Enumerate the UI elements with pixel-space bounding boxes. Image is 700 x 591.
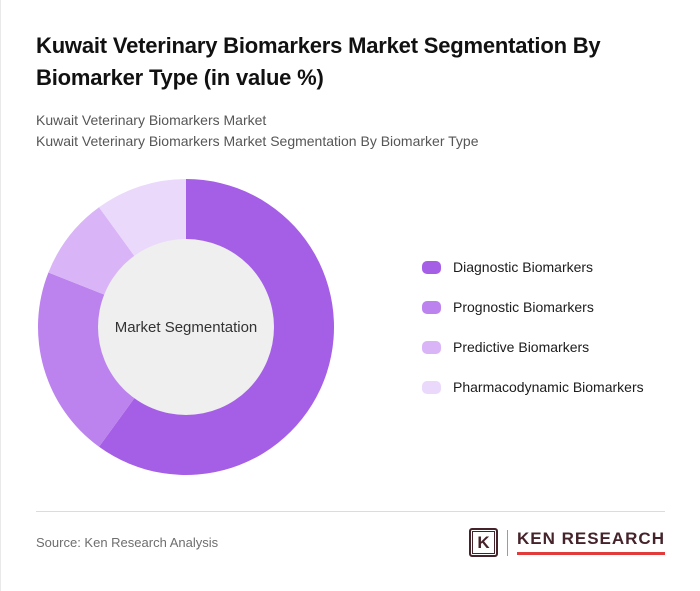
legend-label: Pharmacodynamic Biomarkers [453, 379, 644, 396]
logo-divider [506, 529, 508, 556]
legend-label: Prognostic Biomarkers [453, 299, 594, 316]
chart-area: Market Segmentation Diagnostic Biomarker… [36, 177, 665, 477]
legend-swatch-icon [422, 260, 441, 274]
logo-k-icon: K [468, 528, 498, 558]
legend-swatch-icon [422, 380, 441, 394]
legend-item-0: Diagnostic Biomarkers [422, 259, 644, 275]
footer: Source: Ken Research Analysis K KEN RESE… [36, 511, 665, 558]
legend-swatch-icon [422, 300, 441, 314]
subtitle-block: Kuwait Veterinary Biomarkers Market Kuwa… [36, 110, 665, 153]
donut-inner-circle [98, 239, 274, 416]
page-title: Kuwait Veterinary Biomarkers Market Segm… [36, 33, 601, 90]
donut-svg [38, 179, 335, 476]
legend-item-3: Pharmacodynamic Biomarkers [422, 379, 644, 395]
legend-label: Diagnostic Biomarkers [453, 259, 594, 276]
legend-item-2: Predictive Biomarkers [422, 339, 644, 355]
logo-text: KEN RESEARCH [516, 530, 665, 555]
ken-research-logo: K KEN RESEARCH [468, 528, 665, 558]
source-text: Source: Ken Research Analysis [36, 535, 219, 551]
legend-label: Predictive Biomarkers [453, 339, 590, 356]
legend-item-1: Prognostic Biomarkers [422, 299, 644, 315]
legend-swatch-icon [422, 340, 441, 354]
subtitle-line-2: Kuwait Veterinary Biomarkers Market Segm… [36, 133, 479, 150]
page-container: Kuwait Veterinary Biomarkers Market Segm… [1, 0, 700, 477]
subtitle-line-1: Kuwait Veterinary Biomarkers Market [36, 111, 267, 128]
donut-chart: Market Segmentation [36, 177, 336, 477]
chart-legend: Diagnostic Biomarkers Prognostic Biomarke… [422, 259, 644, 395]
